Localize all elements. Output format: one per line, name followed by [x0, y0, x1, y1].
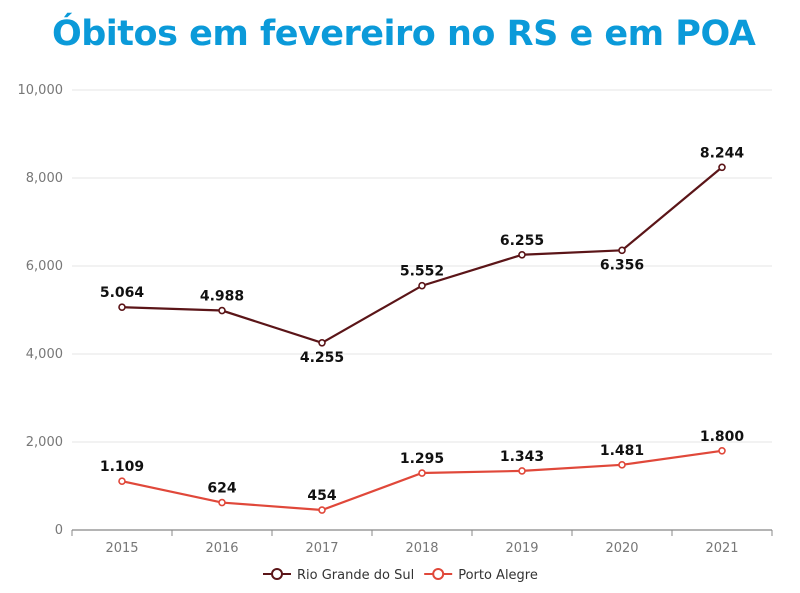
legend-label: Porto Alegre	[458, 568, 538, 583]
data-point	[218, 306, 226, 315]
data-point	[418, 469, 426, 477]
chart-title: Óbitos em fevereiro no RS e em POA	[52, 14, 756, 54]
y-tick-label: 0	[55, 523, 63, 538]
data-label: 8.244	[700, 145, 745, 161]
data-point	[118, 477, 126, 486]
data-point	[518, 250, 526, 259]
data-label: 1.295	[400, 451, 444, 467]
data-label: 1.481	[600, 443, 644, 459]
legend-marker-icon	[432, 568, 445, 580]
data-label: 5.064	[100, 285, 145, 301]
data-label: 1.800	[700, 429, 745, 445]
data-label: 1.109	[100, 459, 144, 475]
series-line-0	[121, 166, 723, 344]
data-label: 624	[207, 481, 236, 497]
data-label: 6.356	[600, 257, 644, 273]
data-point	[718, 163, 726, 172]
x-tick-label: 2019	[505, 541, 538, 556]
data-point	[218, 498, 226, 507]
data-point	[618, 246, 626, 255]
x-tick-label: 2015	[105, 541, 138, 556]
y-tick-label: 2,000	[26, 435, 63, 450]
x-tick-label: 2020	[605, 541, 638, 556]
x-tick-label: 2018	[405, 541, 438, 556]
data-label: 4.988	[200, 289, 244, 305]
y-tick-label: 8,000	[26, 171, 63, 186]
data-point	[318, 506, 326, 514]
data-point	[118, 303, 126, 311]
y-tick-label: 4,000	[26, 347, 63, 362]
legend-marker-icon	[271, 568, 283, 580]
y-tick-label: 6,000	[26, 259, 63, 274]
data-point	[318, 338, 326, 347]
data-label: 6.255	[500, 233, 544, 249]
data-label: 4.255	[300, 350, 344, 366]
data-label: 5.552	[400, 264, 444, 280]
data-label: 454	[307, 488, 336, 504]
data-point	[718, 446, 726, 455]
data-point	[418, 281, 426, 290]
x-tick-label: 2016	[205, 541, 238, 556]
data-point	[618, 461, 626, 469]
data-label: 1.343	[500, 449, 544, 465]
legend-label: Rio Grande do Sul	[297, 568, 414, 583]
x-tick-label: 2021	[705, 541, 738, 556]
x-tick-label: 2017	[305, 541, 338, 556]
y-tick-label: 10,000	[18, 83, 64, 98]
data-point	[518, 467, 526, 475]
